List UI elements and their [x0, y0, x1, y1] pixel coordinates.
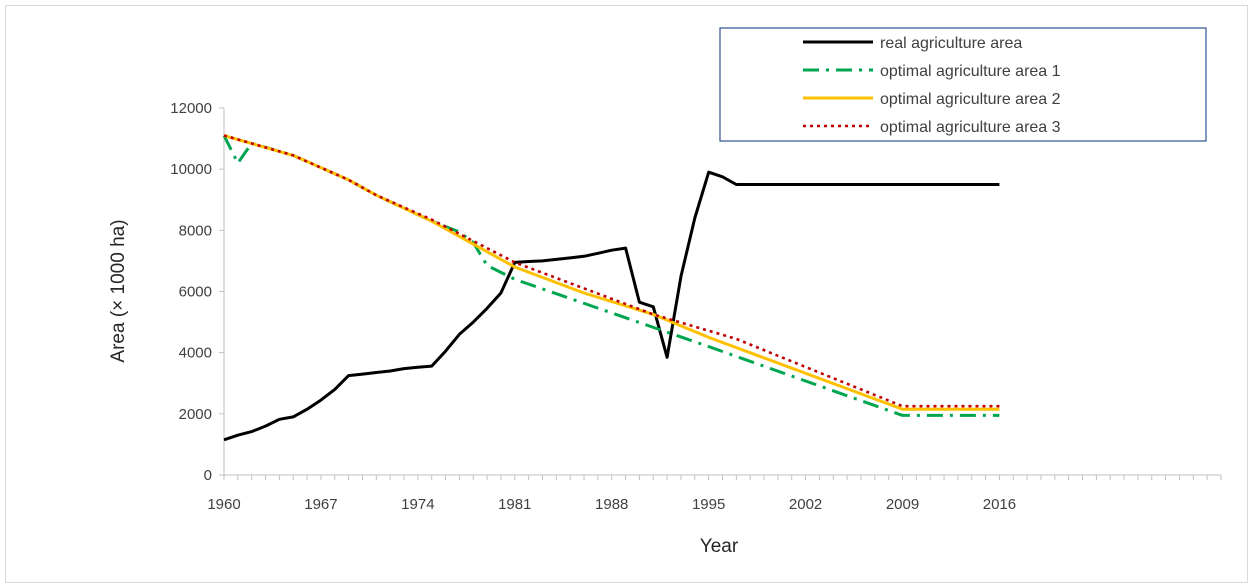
x-tick-label: 1960: [207, 496, 240, 513]
x-tick-label: 2009: [886, 496, 919, 513]
x-tick-label: 1981: [498, 496, 531, 513]
legend-label-1: real agriculture area: [880, 35, 1022, 52]
x-tick-label: 2016: [983, 496, 1016, 513]
x-tick-label: 1974: [401, 496, 434, 513]
legend: real agriculture area optimal agriculture…: [719, 27, 1207, 142]
y-tick-label: 10000: [170, 161, 212, 178]
y-tick-label: 8000: [179, 222, 212, 239]
y-tick-label: 6000: [179, 284, 212, 301]
y-tick-label: 12000: [170, 100, 212, 117]
series-lines: [222, 134, 1000, 442]
legend-label-2: optimal agriculture area 1: [880, 63, 1061, 80]
x-tick-label: 1995: [692, 496, 725, 513]
series-line-3: [223, 134, 1000, 411]
y-tick-label: 0: [204, 467, 212, 484]
y-tick-label: 4000: [179, 345, 212, 362]
legend-label-3: optimal agriculture area 2: [880, 91, 1061, 108]
x-tick-label: 1988: [595, 496, 628, 513]
legend-box: [719, 27, 1207, 142]
y-tick-label: 2000: [179, 406, 212, 423]
x-tick-label: 2002: [789, 496, 822, 513]
y-axis-title: Area (× 1000 ha): [108, 219, 129, 362]
series-line-1: [223, 170, 1000, 442]
x-tick-label: 1967: [304, 496, 337, 513]
legend-label-4: optimal agriculture area 3: [880, 119, 1061, 136]
axes: 0 2000 4000 6000 8000 10000 12000 1960 1967 1974 1…: [170, 100, 1222, 513]
legend-items: real agriculture area optimal agriculture…: [803, 35, 1061, 136]
x-axis-title: Year: [700, 536, 739, 557]
